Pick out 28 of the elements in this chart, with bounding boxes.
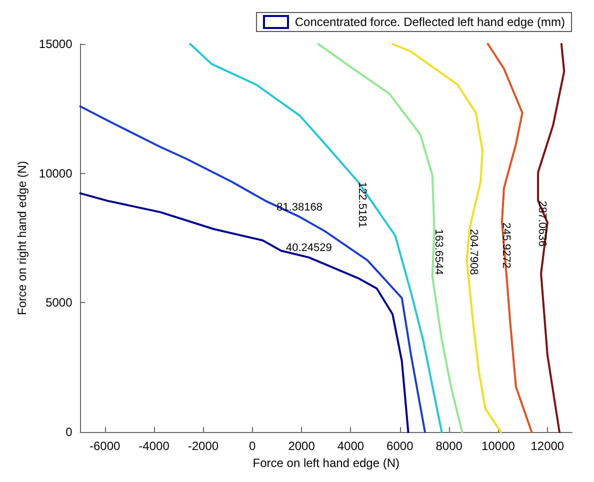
line-series [486, 43, 533, 434]
y-tick-label: 5000 [46, 296, 73, 310]
y-tick-label: 15000 [38, 37, 73, 51]
x-tick-label: -2000 [188, 439, 219, 454]
x-tick-label: 4000 [337, 439, 364, 454]
x-axis-title: Force on left hand edge (N) [252, 456, 400, 470]
line-series [392, 43, 502, 434]
line-series [537, 43, 566, 434]
text: 245.9272 [500, 222, 512, 268]
line-series [189, 43, 443, 434]
x-tick-label: 8000 [436, 439, 463, 454]
y-tick-label: 10000 [38, 166, 73, 180]
x-tick-label: -6000 [90, 439, 121, 454]
series-label: 40.24529 [286, 242, 332, 254]
y-tick-label: 0 [66, 425, 73, 440]
x-tick-label: 0 [249, 439, 256, 454]
x-tick-label: 6000 [386, 439, 414, 454]
text: 204.7908 [467, 228, 480, 275]
text: 163.6544 [432, 228, 444, 275]
y-axis-title: Force on right hand edge (N) [15, 161, 29, 316]
x-tick-label: 12000 [530, 439, 564, 454]
text: 287.0636 [536, 200, 548, 247]
text: 122.5181 [356, 182, 368, 228]
legend-title: Concentrated force. Deflected left hand edge (mm) [294, 15, 565, 29]
x-tick-label: -4000 [138, 439, 170, 454]
x-tick-label: 10000 [482, 439, 516, 454]
line-series [79, 105, 426, 434]
x-tick-label: 2000 [288, 439, 316, 454]
